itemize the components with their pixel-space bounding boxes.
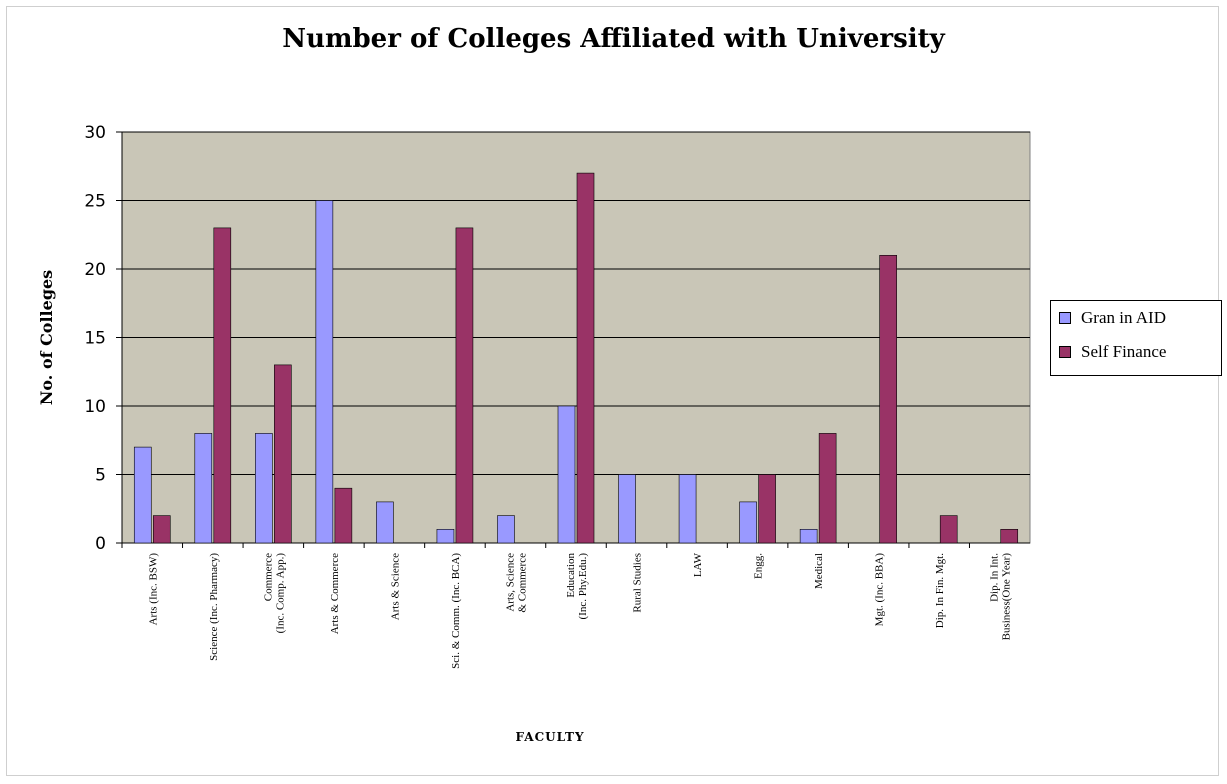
bar-gran-in-aid [799,528,818,544]
bar-gran-in-aid [315,200,334,544]
bar-gran-in-aid [255,433,273,544]
y-tick-label: 25 [84,192,106,212]
x-category-label: LAW [692,552,704,577]
x-category-label: & Commerce [516,553,528,613]
y-tick-label: 20 [84,260,106,280]
bar-gran-in-aid [557,405,576,544]
bar-self-finance [576,172,595,544]
bar-gran-in-aid [497,515,515,544]
legend: Gran in AID Self Finance [1050,300,1222,376]
bars [133,172,1019,544]
bar-gran-in-aid [376,501,394,544]
x-category-label: Commerce [262,553,274,601]
x-category-label: Dip. In Int. [989,553,1001,602]
x-category-label: Science (Inc. Pharmacy) [208,553,220,661]
legend-item-gran-in-aid: Gran in AID [1051,301,1221,335]
bar-gran-in-aid [436,528,455,544]
legend-label: Gran in AID [1081,308,1166,327]
bar-self-finance [455,227,474,544]
y-tick-label: 10 [84,397,106,417]
x-category-labels: Arts (Inc. BSW) Science (Inc. Pharmacy) Co… [121,543,1013,669]
x-category-label: Engg. [753,553,765,579]
bar-self-finance [274,364,292,544]
legend-item-self-finance: Self Finance [1051,335,1221,369]
bar-self-finance [213,227,232,544]
legend-swatch [1059,346,1071,358]
x-category-label: (Inc. Phy.Edu.) [577,553,589,620]
chart-title: Number of Colleges Affiliated with Unive… [282,24,945,54]
x-axis-title: FACULTY [515,730,584,744]
y-tick-label: 0 [95,534,106,554]
y-tick-label: 5 [95,466,106,486]
bar-self-finance [818,433,837,544]
x-category-label: Sci. & Comm. (Inc. BCA) [450,553,462,669]
x-category-label: Arts, Science [504,553,516,612]
y-tick-label: 15 [84,329,106,349]
x-category-label: Arts (Inc. BSW) [147,553,159,626]
x-category-label: Dip. In Fin. Mgt. [934,553,946,628]
bar-self-finance [939,515,958,544]
bar-self-finance [152,515,171,544]
x-category-label: Rural Studies [632,553,644,613]
y-tick-label: 30 [84,123,106,143]
x-category-label: Medical [813,553,825,589]
gridlines [116,131,1030,544]
x-category-label: (Inc. Comp. App.) [274,553,286,634]
y-axis-title: No. of Colleges [37,270,56,405]
y-tick-labels: 0 5 10 15 20 25 30 [84,123,106,554]
bar-self-finance [879,255,897,544]
x-category-label: Mgt. (Inc. BBA) [874,553,886,627]
x-category-label: Arts & Commerce [329,553,341,634]
bar-gran-in-aid [133,446,152,544]
bar-gran-in-aid [618,474,636,544]
x-category-label: Arts & Science [389,553,401,620]
bar-gran-in-aid [739,501,757,544]
bar-gran-in-aid [194,433,213,544]
legend-label: Self Finance [1081,342,1167,361]
x-category-label: Business(One Year) [1001,553,1013,641]
legend-swatch [1059,312,1071,324]
bar-self-finance [334,487,353,544]
bar-self-finance [1000,528,1019,544]
x-category-label: Education [565,553,577,598]
bar-gran-in-aid [678,474,697,544]
bar-self-finance [758,474,776,544]
